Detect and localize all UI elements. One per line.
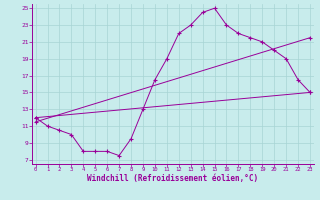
X-axis label: Windchill (Refroidissement éolien,°C): Windchill (Refroidissement éolien,°C) [87, 174, 258, 183]
